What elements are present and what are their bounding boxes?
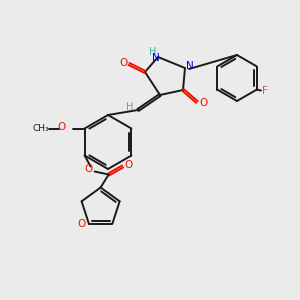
Text: N: N xyxy=(152,53,160,63)
Text: O: O xyxy=(119,58,127,68)
Text: CH₃: CH₃ xyxy=(32,124,49,133)
Text: O: O xyxy=(58,122,66,133)
Text: H: H xyxy=(149,47,157,57)
Text: O: O xyxy=(78,219,86,229)
Text: N: N xyxy=(186,61,194,71)
Text: F: F xyxy=(262,86,268,97)
Text: O: O xyxy=(85,164,93,175)
Text: O: O xyxy=(124,160,133,170)
Text: H: H xyxy=(126,102,134,112)
Text: O: O xyxy=(199,98,207,108)
